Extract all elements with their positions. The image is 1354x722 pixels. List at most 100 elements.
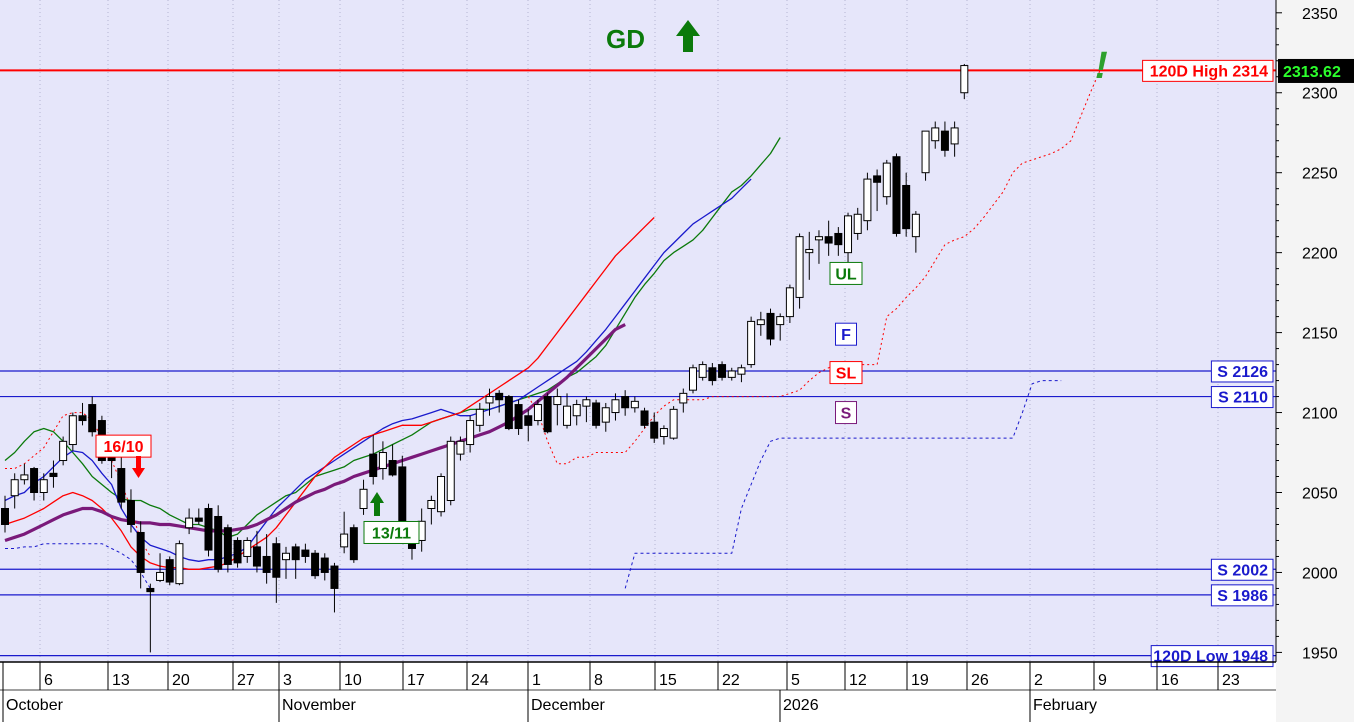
candle-body: [630, 400, 639, 409]
level-label: 120D High 2314: [1150, 63, 1268, 80]
candle-body: [437, 476, 446, 513]
candle-body: [175, 543, 184, 585]
candle-body: [146, 587, 155, 593]
plot-background: [0, 0, 1276, 662]
month-label: December: [531, 697, 605, 714]
month-label: November: [282, 697, 356, 714]
candle-body: [524, 415, 533, 426]
candle-body: [20, 474, 29, 481]
candle-body: [533, 404, 542, 422]
candle-body: [756, 319, 765, 326]
line-label-box: [829, 261, 863, 285]
level-label-box: [1210, 360, 1274, 383]
price-tick-label: 2150: [1302, 326, 1338, 343]
candle-body: [921, 130, 930, 174]
date-axis-background: [0, 662, 1276, 722]
last-price-box: [1278, 58, 1354, 83]
candle-body: [659, 428, 668, 438]
candle-body: [485, 396, 494, 404]
candle-body: [427, 499, 436, 509]
candle-body: [785, 287, 794, 318]
price-tick-label: 2350: [1302, 6, 1338, 23]
level-label: S 2126: [1217, 364, 1268, 381]
indicator-line-stop: [5, 70, 1101, 557]
candle-body: [504, 396, 513, 430]
line-label-box: [835, 322, 857, 346]
candle-body: [30, 468, 39, 494]
candle-body: [68, 415, 77, 446]
price-tick-label: 1950: [1302, 645, 1338, 662]
signal-label: GD: [606, 24, 645, 54]
annotations: 16/10 13/11 UL F SL S GD!: [95, 20, 1108, 544]
candle-body: [640, 410, 649, 426]
candle-body: [766, 312, 775, 340]
line-label: SL: [836, 366, 857, 383]
candle-body: [340, 533, 349, 548]
date-tick-label: 20: [172, 672, 190, 689]
candle-body: [698, 364, 707, 378]
candle-body: [776, 316, 785, 326]
indicator-line-sl: [4, 217, 655, 570]
candlesticks: [1, 63, 969, 653]
signal-date-label: 16/10: [103, 439, 143, 456]
date-tick-label: 9: [1098, 672, 1107, 689]
candle-body: [1, 507, 9, 525]
candle-body: [117, 468, 126, 503]
signal-date-label: 13/11: [372, 525, 411, 542]
date-tick-label: 12: [849, 672, 867, 689]
candle-body: [39, 479, 48, 494]
candle-body: [805, 248, 814, 254]
up-arrow-icon: [370, 492, 384, 516]
candle-body: [940, 130, 949, 151]
candle-body: [214, 515, 223, 570]
price-tick-label: 2100: [1302, 406, 1338, 423]
date-tick-label: 22: [722, 672, 740, 689]
candle-body: [272, 543, 281, 578]
candle-body: [902, 184, 911, 230]
date-tick-label: 19: [911, 672, 929, 689]
candle-body: [708, 367, 717, 382]
candle-body: [563, 405, 572, 426]
date-axis: 6 13 20 27 3 10 17 24 1 8 15 22 5 12 19 26 2 9 16 23 October…: [0, 661, 1276, 722]
candle-body: [611, 399, 620, 414]
candle-body: [165, 559, 174, 583]
candle-body: [252, 546, 261, 567]
date-tick-label: 16: [1161, 672, 1179, 689]
candle-body: [737, 367, 746, 375]
line-label: F: [841, 327, 851, 344]
candle-body: [650, 421, 659, 439]
exclamation-mark: !: [1095, 45, 1108, 87]
price-tick-label: 2250: [1302, 166, 1338, 183]
price-tick-label: 2300: [1302, 86, 1338, 103]
candle-body: [882, 162, 891, 198]
candle-body: [592, 402, 601, 426]
candle-body: [359, 488, 368, 509]
indicator-line-long-stop: [5, 380, 1062, 589]
candle-body: [814, 236, 823, 241]
candle-body: [601, 407, 610, 423]
candle-body: [718, 364, 727, 378]
candle-body: [320, 557, 329, 573]
level-label: S 1986: [1217, 588, 1268, 605]
candle-body: [446, 440, 455, 501]
date-tick-label: 8: [594, 672, 603, 689]
axis-background: [1276, 0, 1354, 722]
candle-body: [834, 232, 843, 246]
price-axis: 1950 2000 2050 2100 2150 2200 2250 2300 2350 2313…: [1275, 0, 1354, 662]
date-tick-label: 13: [112, 672, 130, 689]
date-tick-label: 3: [283, 672, 292, 689]
candle-body: [727, 370, 736, 378]
date-tick-label: 23: [1222, 672, 1240, 689]
level-label: S 2002: [1217, 562, 1268, 579]
candle-body: [582, 399, 591, 407]
line-label: UL: [835, 266, 857, 283]
date-tick-label: 24: [471, 672, 489, 689]
candle-body: [126, 499, 135, 525]
candle-body: [456, 440, 465, 455]
candle-body: [466, 420, 475, 446]
candle-body: [398, 466, 407, 525]
level-label-box: [1142, 59, 1274, 82]
level-label: S 2110: [1218, 390, 1268, 407]
candle-body: [679, 392, 688, 404]
candle-body: [892, 156, 901, 234]
